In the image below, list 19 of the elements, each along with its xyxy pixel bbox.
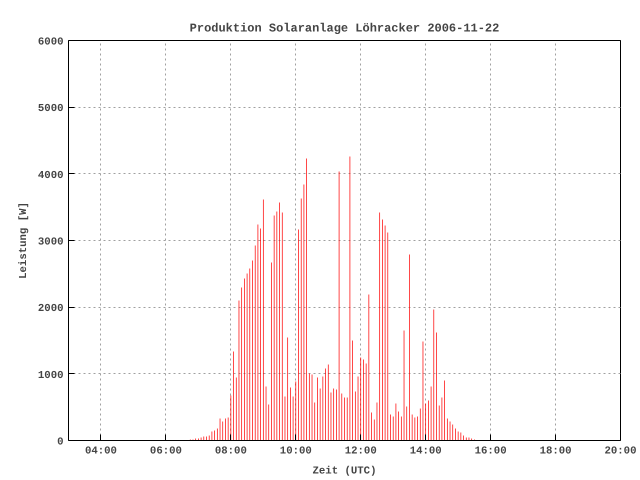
y-tick-label: 6000 — [38, 36, 64, 48]
y-tick-label: 2000 — [38, 303, 64, 316]
chart-title: Produktion Solaranlage Löhracker 2006-11-22 — [190, 22, 500, 36]
x-tick-label: 12:00 — [344, 446, 377, 458]
x-axis-title: Zeit (UTC) — [312, 466, 376, 478]
y-tick-label: 5000 — [38, 103, 64, 116]
x-tick-label: 18:00 — [540, 446, 572, 458]
x-tick-label: 04:00 — [84, 446, 117, 458]
y-tick-label: 3000 — [38, 236, 64, 248]
x-tick-label: 08:00 — [214, 446, 247, 458]
x-tick-label: 14:00 — [410, 446, 442, 458]
x-tick-label: 06:00 — [150, 446, 182, 458]
y-tick-label: 1000 — [38, 370, 64, 382]
y-tick-label: 4000 — [38, 170, 64, 182]
x-tick-label: 10:00 — [280, 446, 312, 458]
x-tick-label: 20:00 — [604, 446, 636, 458]
x-tick-label: 16:00 — [474, 446, 507, 458]
y-tick-label: 0 — [57, 436, 64, 448]
y-axis-title: Leistung [W] — [18, 202, 30, 279]
